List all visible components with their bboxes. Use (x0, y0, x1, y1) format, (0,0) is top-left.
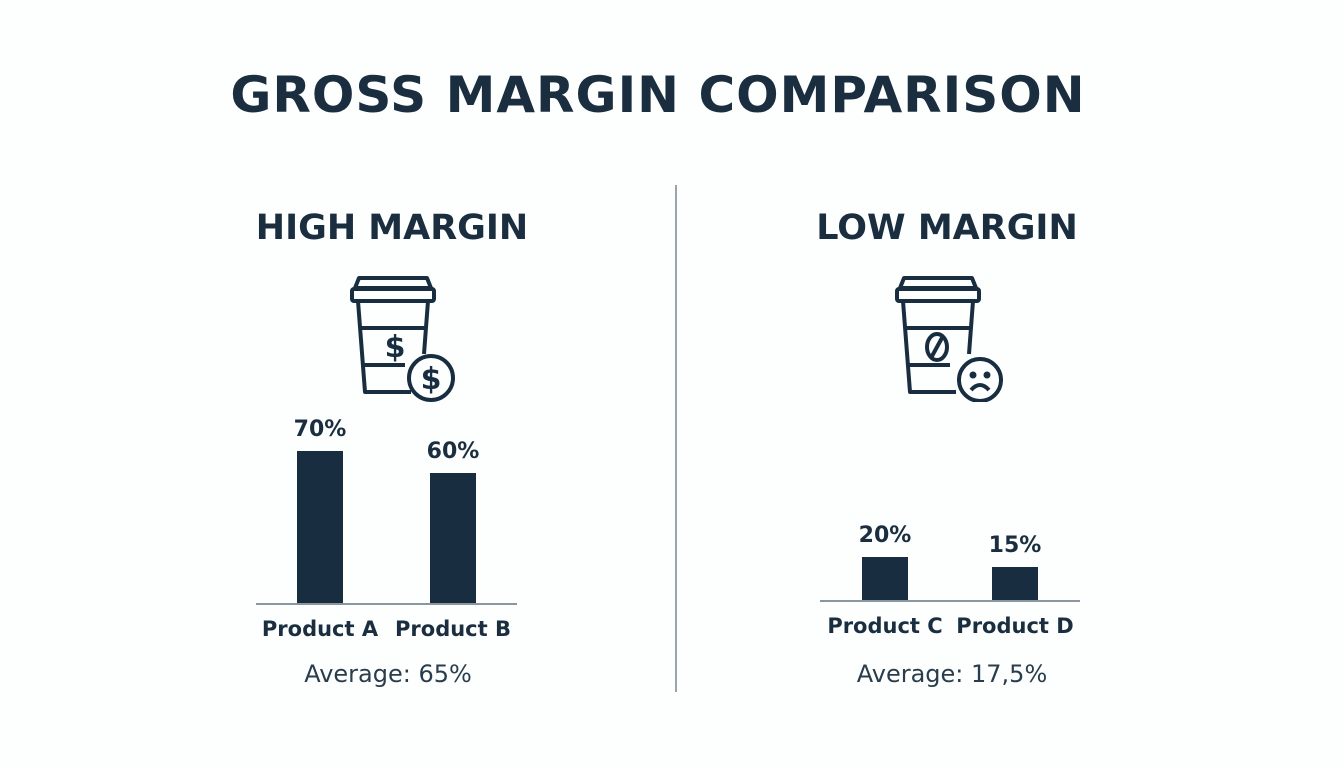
svg-text:$: $ (385, 330, 406, 365)
data-label: 15% (988, 533, 1042, 559)
data-label: 20% (858, 522, 912, 548)
category-label: Product C (827, 614, 943, 638)
left-average: Average: 65% (304, 660, 472, 688)
data-label: 60% (426, 438, 480, 464)
page-title: GROSS MARGIN COMPARISON (230, 66, 1086, 124)
low-margin-heading: LOW MARGIN (816, 208, 1078, 248)
coffee-cup-dollar-coin-icon: $ $ (350, 276, 455, 402)
data-label: 70% (293, 417, 347, 442)
divider (675, 185, 677, 692)
bar-product-c (862, 556, 908, 600)
high-margin-heading: HIGH MARGIN (255, 208, 529, 248)
category-label: Product B (395, 617, 511, 641)
svg-text:$: $ (421, 362, 442, 397)
bar-product-a (297, 451, 343, 603)
category-label: Product D (956, 614, 1074, 638)
coffee-cup-sad-face-icon (895, 276, 1003, 402)
right-average: Average: 17,5% (856, 660, 1048, 688)
category-label: Product A (261, 617, 379, 641)
right-chart-baseline (820, 600, 1080, 602)
bar-product-d (992, 567, 1038, 600)
left-chart-baseline (256, 603, 517, 605)
bar-product-b (430, 472, 476, 603)
